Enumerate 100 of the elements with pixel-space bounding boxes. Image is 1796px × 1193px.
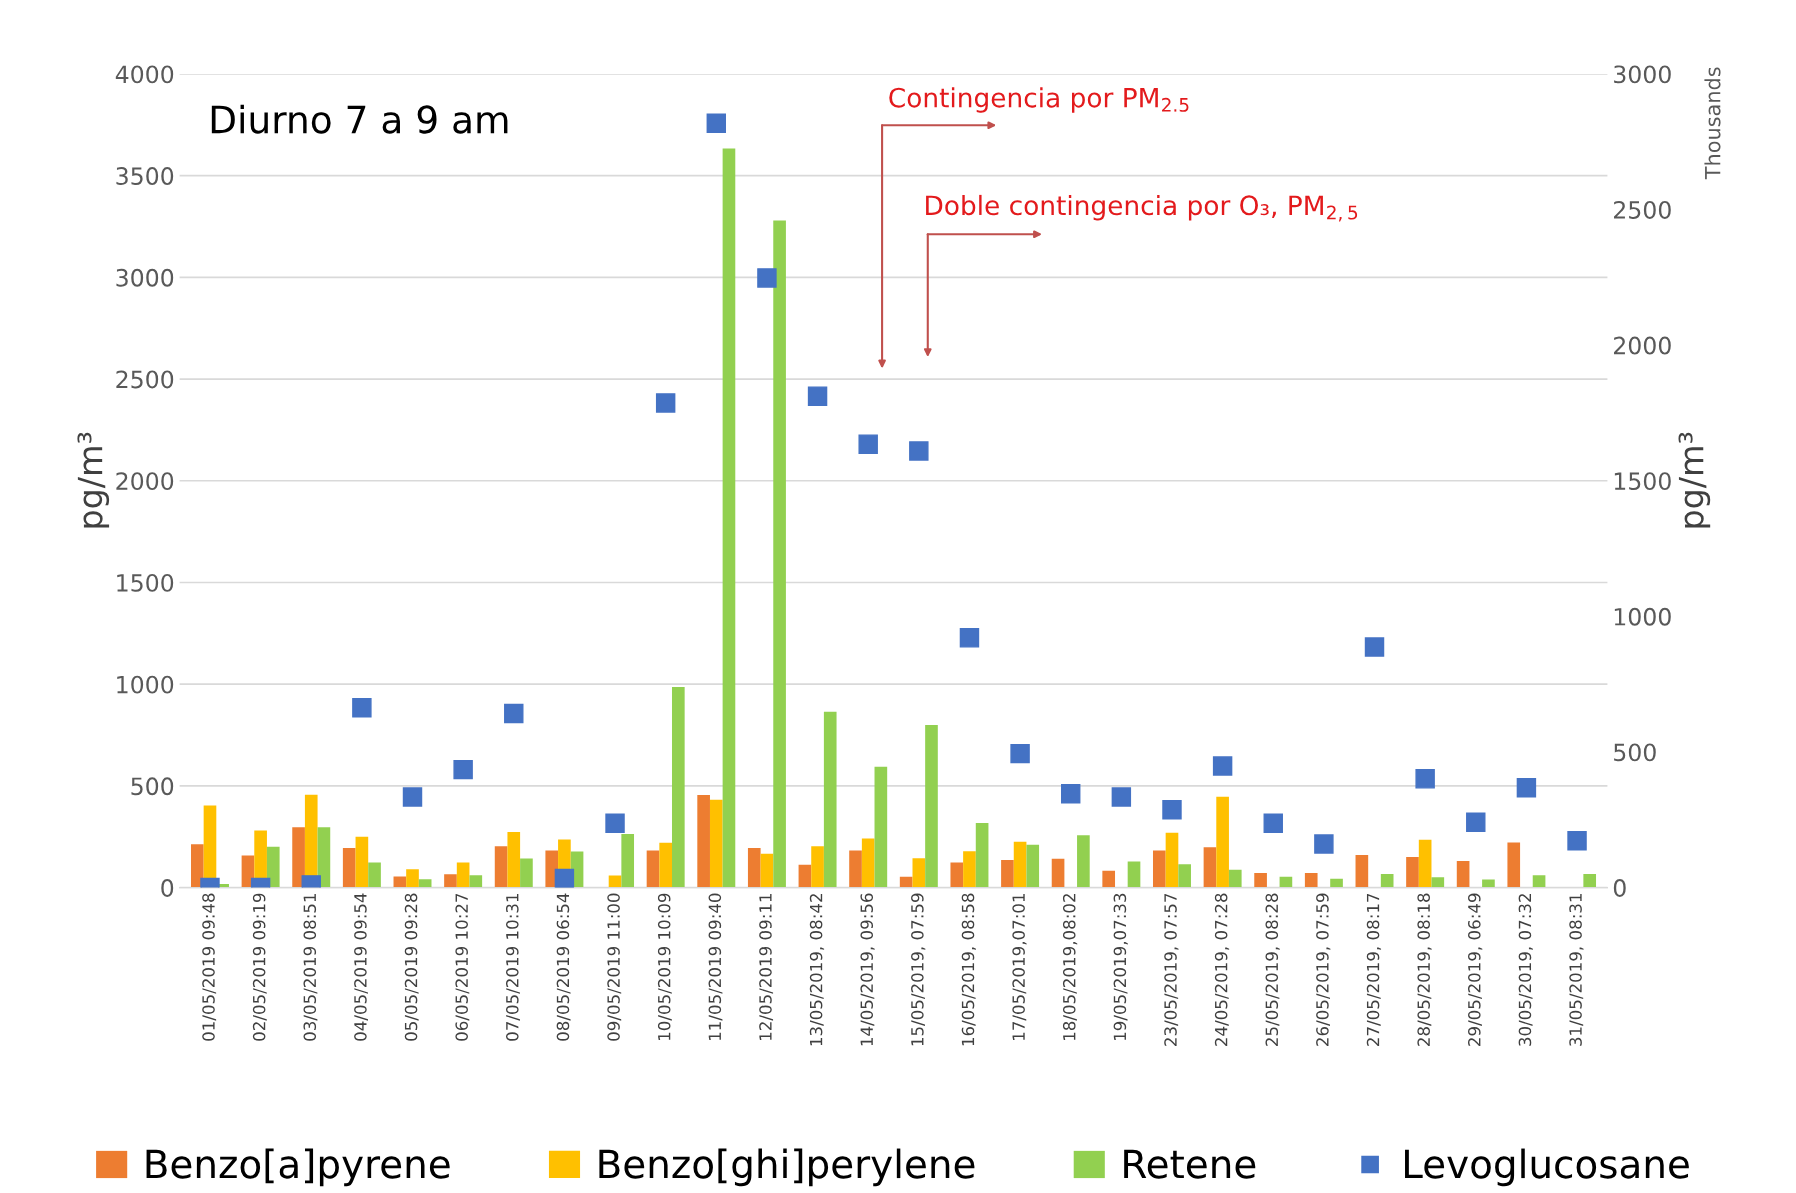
bar xyxy=(1583,873,1597,888)
point xyxy=(1162,800,1182,820)
annotation: Diurno 7 a 9 am xyxy=(211,104,508,134)
x-tick-label: 04/05/2019 09:54 xyxy=(354,893,369,1041)
point xyxy=(1111,787,1132,807)
y-tick-label: 2500 xyxy=(116,370,174,389)
x-tick-label: 03/05/2019 08:51 xyxy=(303,893,318,1041)
y-tick-label: 3000 xyxy=(116,268,174,287)
point xyxy=(858,434,878,454)
x-tick-label: 11/05/2019 09:40 xyxy=(708,893,723,1041)
bar xyxy=(950,862,964,888)
y2-tick-label: 500 xyxy=(1614,743,1656,762)
x-tick-label: 14/05/2019, 09:56 xyxy=(860,893,875,1046)
legend-label: Retene xyxy=(1124,1149,1256,1179)
bar xyxy=(697,795,710,888)
y2-tick-label: 1000 xyxy=(1614,607,1671,626)
x-tick-label: 31/05/2019, 08:31 xyxy=(1569,893,1584,1046)
bar xyxy=(1418,839,1432,888)
x-tick-label: 15/05/2019, 07:59 xyxy=(911,893,926,1046)
annotation: Contingencia por PM$_{2.5}$ xyxy=(889,87,1189,113)
x-tick-label: 18/05/2019,08:02 xyxy=(1062,894,1078,1041)
point xyxy=(352,698,372,718)
bar xyxy=(266,846,280,888)
bar xyxy=(849,850,862,888)
x-tick-label: 09/05/2019 11:00 xyxy=(607,893,622,1041)
point xyxy=(757,268,777,288)
bar xyxy=(659,842,672,888)
bar xyxy=(621,833,635,888)
bar xyxy=(1001,859,1014,888)
bar xyxy=(1077,835,1090,888)
bar xyxy=(1330,878,1343,888)
point xyxy=(605,813,625,834)
y-tick-label: 4000 xyxy=(115,65,174,84)
text: Thousands xyxy=(1704,67,1721,180)
x-tick-label: 02/05/2019 09:19 xyxy=(252,893,267,1041)
bar xyxy=(1482,879,1495,888)
point xyxy=(504,703,524,724)
x-tick-label: 29/05/2019, 06:49 xyxy=(1468,893,1483,1046)
bar xyxy=(1216,796,1229,888)
bar xyxy=(1532,875,1546,888)
bar xyxy=(393,876,407,888)
y-tick-label: 2000 xyxy=(116,472,174,491)
legend-label: Levoglucosane xyxy=(1405,1148,1689,1187)
point xyxy=(1263,813,1283,834)
point xyxy=(655,393,676,413)
bar xyxy=(469,875,483,888)
point xyxy=(1466,812,1486,832)
x-tick-label: 19/05/2019,07:33 xyxy=(1113,893,1128,1041)
x-tick-label: 28/05/2019, 08:18 xyxy=(1417,893,1432,1046)
x-tick-label: 16/05/2019, 08:58 xyxy=(961,893,976,1046)
bar xyxy=(342,847,356,888)
y2-axis-title: pg/m³ xyxy=(1678,432,1711,528)
y2-tick-label: 2000 xyxy=(1614,336,1671,355)
bar xyxy=(406,869,419,888)
y-axis-title: pg/m³ xyxy=(77,432,110,528)
bar xyxy=(1431,877,1445,888)
x-tick-label: 26/05/2019, 07:59 xyxy=(1316,893,1331,1046)
y2-tick-label: 3000 xyxy=(1614,65,1671,84)
point xyxy=(554,868,575,888)
point xyxy=(1567,830,1587,851)
bar xyxy=(811,846,824,888)
bar xyxy=(494,846,508,888)
bar xyxy=(292,827,305,888)
bar xyxy=(709,799,723,888)
bar xyxy=(1102,870,1116,888)
x-tick-label: 05/05/2019 09:28 xyxy=(404,893,419,1041)
bar xyxy=(672,687,685,888)
y2-tick-label: 1500 xyxy=(1614,472,1671,491)
y-tick-label: 1500 xyxy=(117,573,174,592)
bar xyxy=(975,822,989,888)
bar xyxy=(355,836,369,888)
legend-label: Benzo[a]pyrene xyxy=(146,1148,450,1187)
bar xyxy=(874,766,888,888)
annotation: Doble contingencia por O₃, PM$_{2,5}$ xyxy=(926,194,1358,222)
bar xyxy=(1127,861,1141,888)
point xyxy=(402,787,423,807)
bar xyxy=(368,862,381,888)
legend-label: Benzo[ghi]perylene xyxy=(599,1148,975,1187)
y-tick-label: 0 xyxy=(161,879,174,897)
point xyxy=(1010,743,1030,764)
bar xyxy=(798,864,812,888)
point xyxy=(807,386,828,406)
x-tick-label: 12/05/2019 09:11 xyxy=(759,893,774,1041)
bar xyxy=(520,858,533,888)
bar xyxy=(190,844,204,888)
x-tick-label: 01/05/2019 09:48 xyxy=(202,893,217,1041)
point xyxy=(959,628,980,648)
bar xyxy=(1203,847,1217,888)
point xyxy=(1415,769,1435,789)
bar xyxy=(1254,872,1267,888)
y-tick-label: 500 xyxy=(131,777,174,796)
bar xyxy=(861,838,875,888)
bar xyxy=(722,148,736,888)
bar xyxy=(444,874,457,888)
point xyxy=(706,113,727,134)
bar xyxy=(1165,832,1179,888)
bar xyxy=(418,879,432,888)
y2-tick-label: 0 xyxy=(1613,879,1626,897)
x-tick-label: 25/05/2019, 08:28 xyxy=(1265,893,1280,1046)
y-tick-label: 3500 xyxy=(116,167,174,185)
